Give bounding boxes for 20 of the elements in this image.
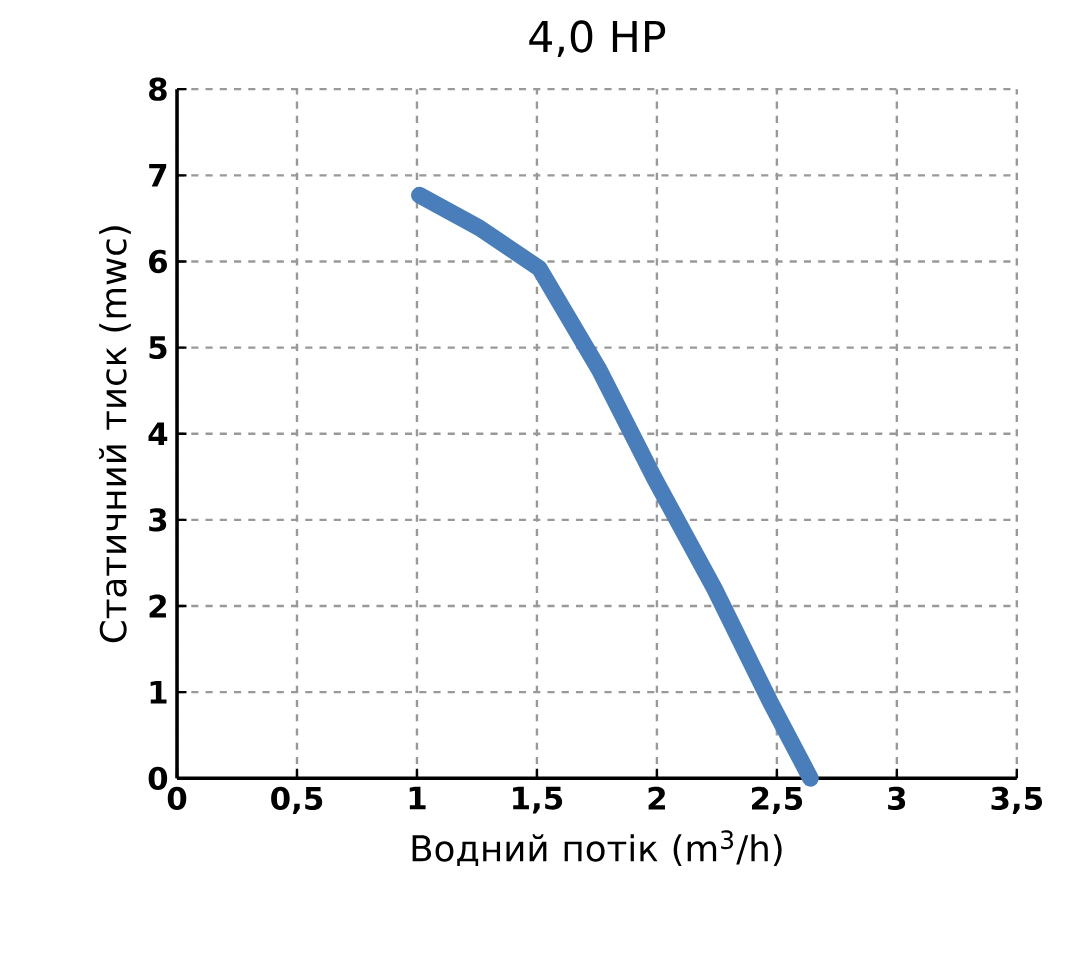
- x-tick-label: 3,5: [991, 786, 1043, 814]
- y-tick-label: 0: [148, 766, 168, 790]
- x-tick-label: 3: [888, 786, 906, 810]
- x-tick-label: 0: [167, 786, 187, 810]
- y-tick-label: 5: [149, 336, 167, 359]
- y-tick-label: 8: [149, 77, 167, 101]
- x-tick-label: 2: [648, 786, 665, 810]
- y-tick-label: 4: [148, 422, 168, 445]
- chart-title: 4,0 HP: [529, 20, 666, 57]
- y-tick-label: 6: [149, 249, 167, 274]
- y-tick-label: 3: [149, 508, 167, 532]
- x-tick-label: 1: [409, 786, 426, 810]
- y-tick-label: 7: [149, 164, 167, 187]
- x-tick-label: 0,5: [271, 786, 323, 814]
- y-tick-label: 2: [149, 594, 166, 618]
- x-tick-label: 2,5: [751, 786, 803, 814]
- y-axis-title: Статичний тиск (mwc): [99, 226, 131, 643]
- y-tick-label: 1: [150, 680, 167, 704]
- x-tick-label: 1,5: [513, 786, 563, 814]
- x-axis-title: Водний потік (m$^{3}$/h): [412, 830, 782, 867]
